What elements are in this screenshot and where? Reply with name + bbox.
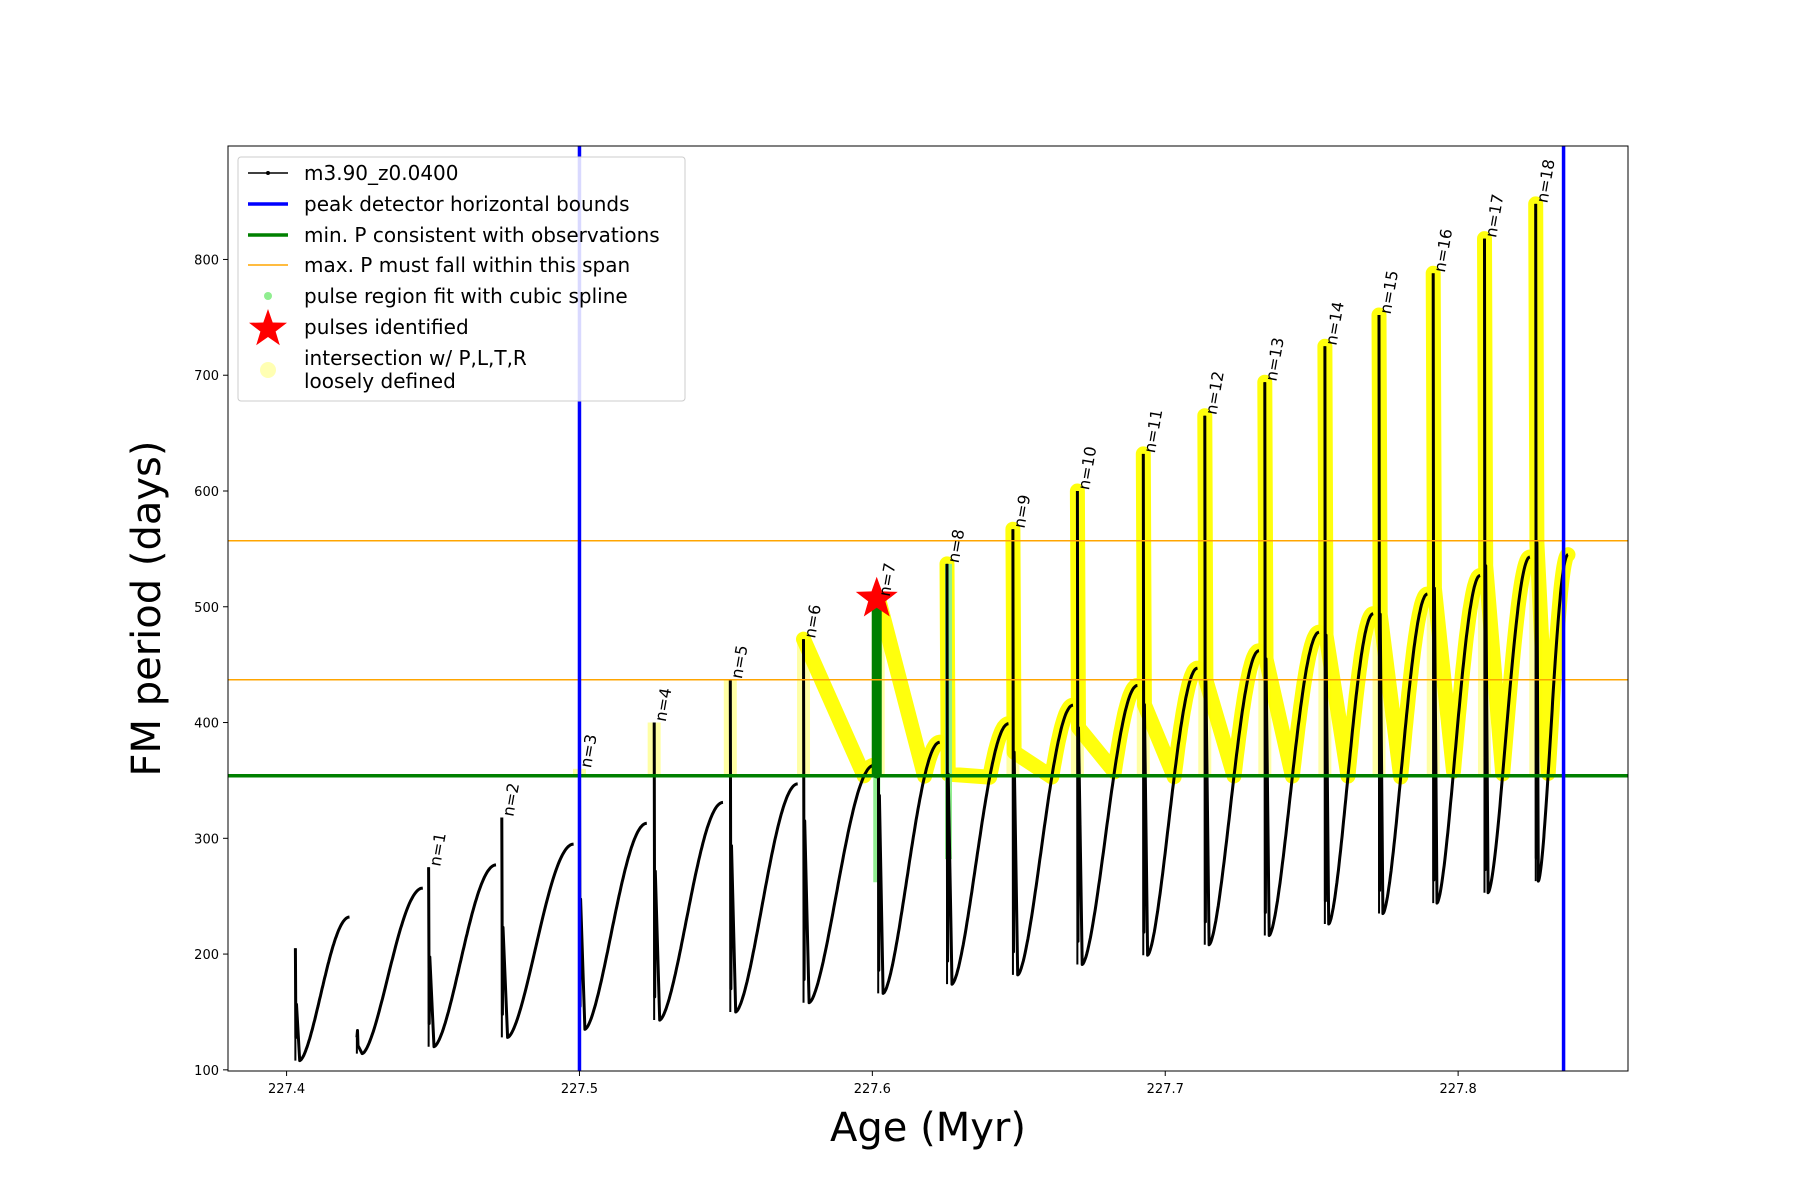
track-segment-14 <box>1203 415 1260 947</box>
track-segment-5 <box>578 768 648 1031</box>
legend-swatch-big-dot <box>260 362 276 378</box>
axes-frame <box>227 145 1629 1072</box>
track-segment-12 <box>1075 490 1138 966</box>
legend-label-1: m3.90_z0.0400 <box>304 161 459 185</box>
legend-swatch-track-marker <box>266 171 270 175</box>
track-segment-3 <box>427 863 497 1049</box>
track-segment-10 <box>945 563 1010 986</box>
x-tick-label-5: 227.8 <box>1440 1082 1477 1097</box>
track-segment-18 <box>1431 273 1481 905</box>
track-segment-19 <box>1483 238 1531 895</box>
y-tick-label-6: 600 <box>194 485 219 500</box>
track-segment-9 <box>876 597 941 995</box>
y-tick-label-2: 200 <box>194 948 219 963</box>
track-segment-2 <box>355 886 424 1056</box>
legend-entry-4: max. P must fall within this span <box>248 253 630 277</box>
legend-label-7: intersection w/ P,L,T,R <box>304 346 527 370</box>
y-tick-label-1: 100 <box>194 1064 219 1079</box>
track-segment-11 <box>1011 529 1074 977</box>
legend-label-6: pulses identified <box>304 315 469 339</box>
x-tick-label-4: 227.7 <box>1147 1082 1184 1097</box>
legend-label-2: peak detector horizontal bounds <box>304 192 630 216</box>
x-tick-label-2: 227.5 <box>561 1082 598 1097</box>
identified-pulse-star <box>855 576 898 617</box>
legend-label-7-line2: loosely defined <box>304 369 456 393</box>
y-tick-label-7: 700 <box>194 369 219 384</box>
y-axis-label: FM period (days) <box>124 441 170 777</box>
y-tick-label-8: 800 <box>194 253 219 268</box>
legend-entry-2: peak detector horizontal bounds <box>248 192 630 216</box>
track-segment-1 <box>293 915 351 1063</box>
legend-entry-1: m3.90_z0.0400 <box>248 161 459 185</box>
legend-swatch-dot <box>264 292 272 300</box>
legend-box <box>237 156 686 402</box>
track-segment-4 <box>500 817 574 1039</box>
x-tick-label-3: 227.6 <box>854 1082 891 1097</box>
track-segment-16 <box>1323 346 1374 926</box>
track-segment-7 <box>728 679 799 1014</box>
plot-data: n=1n=2n=3n=4n=5n=6n=7n=8n=9n=10n=11n=12n… <box>228 146 1628 1071</box>
track-segment-8 <box>802 639 875 1005</box>
track-segment-6 <box>652 722 724 1022</box>
legend-entry-6: pulses identified <box>249 309 469 346</box>
legend-entry-3: min. P consistent with observations <box>248 223 660 247</box>
legend-swatch-star <box>249 309 287 346</box>
track-segment-17 <box>1377 314 1429 916</box>
legend-label-3: min. P consistent with observations <box>304 223 660 247</box>
y-tick-label-5: 500 <box>194 601 219 616</box>
track-segment-15 <box>1263 382 1320 937</box>
x-axis-label: Age (Myr) <box>830 1105 1026 1151</box>
legend-label-4: max. P must fall within this span <box>304 253 630 277</box>
legend-label-5: pulse region fit with cubic spline <box>304 284 628 308</box>
y-tick-label-3: 300 <box>194 832 219 847</box>
legend-entry-5: pulse region fit with cubic spline <box>264 284 628 308</box>
ticks: 227.4 227.5 227.6 227.7 227.8 100 200 300 400 500… <box>194 253 1477 1097</box>
y-tick-label-4: 400 <box>194 717 219 732</box>
track-segment-13 <box>1141 453 1199 957</box>
x-tick-label-1: 227.4 <box>268 1082 305 1097</box>
